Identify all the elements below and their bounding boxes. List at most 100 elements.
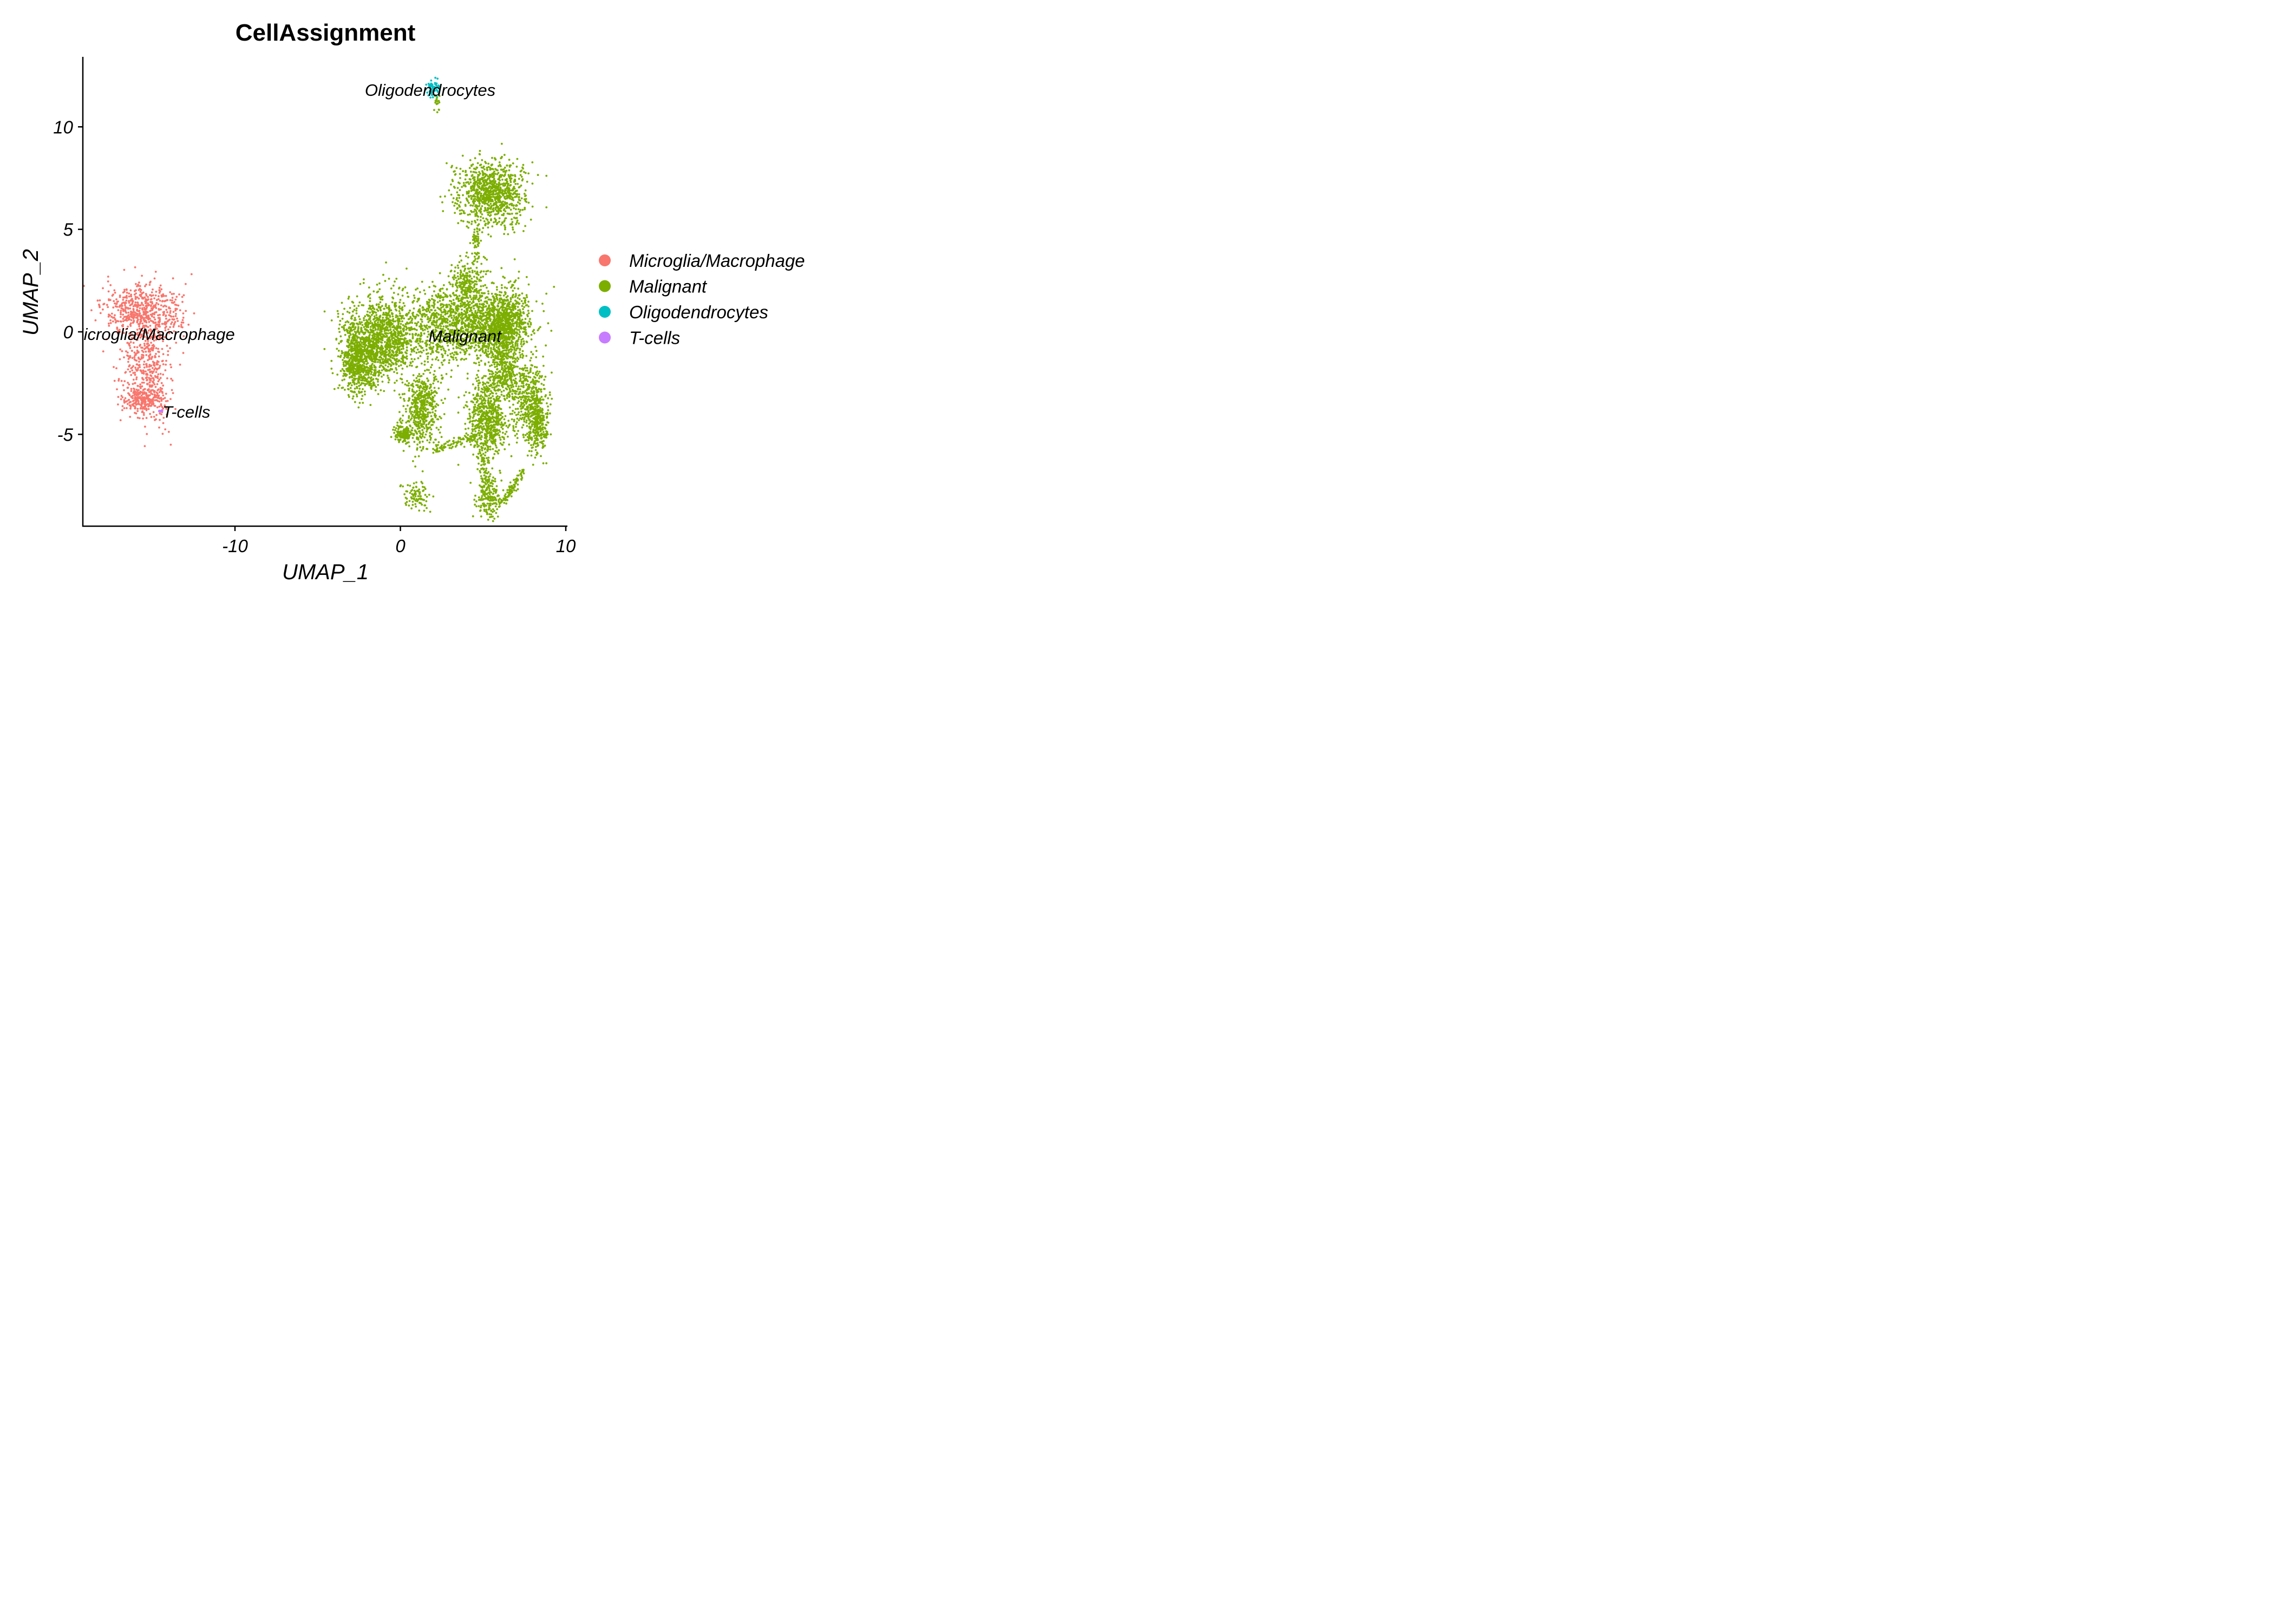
data-point xyxy=(489,173,492,176)
data-point xyxy=(395,363,397,365)
data-point xyxy=(537,174,539,176)
data-point xyxy=(465,348,467,350)
data-point xyxy=(136,319,139,322)
data-point xyxy=(380,341,382,343)
data-point xyxy=(461,290,463,292)
data-point xyxy=(473,211,475,213)
data-point xyxy=(140,394,143,397)
data-point xyxy=(143,391,146,394)
data-point xyxy=(128,292,130,294)
data-point xyxy=(136,416,139,419)
data-point xyxy=(190,273,193,276)
data-point xyxy=(145,331,147,333)
data-point xyxy=(389,363,391,365)
data-point xyxy=(411,322,414,324)
data-point xyxy=(515,208,517,211)
data-point xyxy=(153,339,155,342)
data-point xyxy=(150,332,153,335)
data-point xyxy=(378,369,381,372)
data-point xyxy=(446,162,448,165)
data-point xyxy=(160,288,163,291)
data-point xyxy=(381,322,383,324)
data-point xyxy=(475,199,478,201)
data-point xyxy=(116,328,119,330)
data-point xyxy=(140,315,142,317)
data-point xyxy=(463,277,465,279)
data-point xyxy=(148,394,151,397)
data-point xyxy=(479,212,482,214)
data-point xyxy=(114,321,117,324)
data-point xyxy=(144,339,147,342)
data-point xyxy=(482,176,485,179)
data-point xyxy=(373,347,375,350)
data-point xyxy=(145,319,147,322)
data-point xyxy=(154,304,157,306)
data-point xyxy=(515,193,518,195)
data-point xyxy=(441,201,443,204)
data-point xyxy=(430,364,433,366)
data-point xyxy=(142,372,145,375)
data-point xyxy=(368,345,370,348)
data-point xyxy=(370,368,373,370)
data-point xyxy=(134,371,136,374)
data-point xyxy=(417,335,419,337)
data-point xyxy=(377,393,380,395)
data-point xyxy=(455,290,458,292)
data-point xyxy=(423,289,426,292)
data-point xyxy=(427,316,429,318)
data-point xyxy=(330,359,333,362)
data-point xyxy=(346,330,349,332)
data-point xyxy=(170,315,173,318)
data-point xyxy=(117,320,120,323)
data-point xyxy=(476,162,479,165)
data-point xyxy=(365,336,368,339)
data-point xyxy=(385,359,388,362)
data-point xyxy=(364,384,367,387)
data-point xyxy=(376,291,378,293)
data-point xyxy=(152,367,154,369)
data-point xyxy=(128,342,130,345)
data-point xyxy=(387,346,389,349)
data-point xyxy=(133,399,135,402)
data-point xyxy=(141,303,143,305)
data-point xyxy=(149,353,152,356)
data-point xyxy=(381,348,383,350)
data-point xyxy=(480,188,483,191)
data-point xyxy=(361,345,364,348)
data-point xyxy=(416,340,419,343)
data-point xyxy=(473,276,475,278)
data-point xyxy=(497,165,500,167)
data-point xyxy=(514,175,517,178)
data-point xyxy=(165,408,168,410)
data-point xyxy=(494,193,497,195)
data-point xyxy=(129,370,132,373)
data-point xyxy=(107,276,109,278)
data-point xyxy=(120,320,122,323)
data-point xyxy=(474,171,476,174)
data-point xyxy=(417,342,420,345)
data-point xyxy=(362,402,364,404)
data-point xyxy=(148,284,151,286)
data-point xyxy=(177,304,180,307)
data-point xyxy=(149,294,151,296)
data-point xyxy=(515,212,517,215)
data-point xyxy=(381,305,383,307)
data-point xyxy=(323,310,326,313)
data-point xyxy=(400,361,402,363)
data-point xyxy=(129,356,132,359)
data-point xyxy=(426,357,429,360)
data-point xyxy=(151,315,153,318)
data-point xyxy=(396,325,398,328)
data-point xyxy=(154,305,156,307)
data-point xyxy=(369,297,371,299)
data-point xyxy=(499,165,502,167)
data-point xyxy=(396,343,398,346)
data-point xyxy=(141,274,143,277)
data-point xyxy=(449,353,452,355)
data-point xyxy=(465,319,467,322)
data-point xyxy=(139,333,141,336)
data-point xyxy=(415,329,418,331)
data-point xyxy=(500,224,502,226)
data-point xyxy=(489,193,491,196)
data-point xyxy=(173,292,175,295)
